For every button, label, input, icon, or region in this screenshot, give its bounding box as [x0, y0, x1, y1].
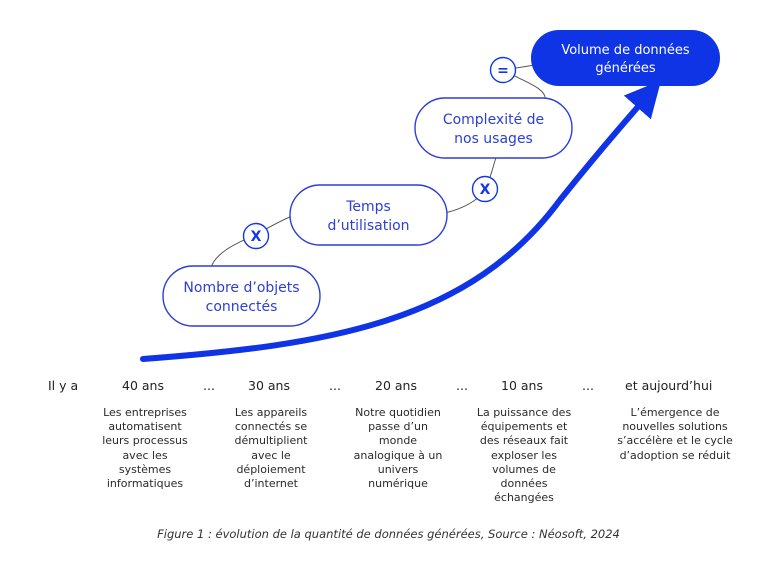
pill-volume-line2: générées [595, 61, 656, 76]
pill-nombre-objets-line1: Nombre d’objets [183, 280, 299, 296]
desc-line: volumes de [492, 462, 556, 476]
desc-line: d’adoption se réduit [619, 448, 731, 462]
desc-line: démultiplient [234, 434, 308, 448]
timeline-ellipsis-4: ... [582, 378, 594, 393]
desc-line: données [500, 477, 548, 491]
pill-complexite-line1: Complexité de [443, 112, 544, 128]
timeline-period-20: 20 ans [375, 378, 417, 393]
desc-line: Notre quotidien [355, 406, 441, 419]
pill-volume-line1: Volume de données [561, 43, 690, 58]
timeline-ellipsis-1: ... [203, 378, 215, 393]
equals-operator-label: = [497, 63, 509, 79]
desc-40-ans: Les entreprises automatisent leurs proce… [90, 406, 200, 491]
pill-complexite-usages: Complexité de nos usages [414, 97, 573, 159]
multiply-operator-2: X [471, 175, 499, 203]
desc-line: L’émergence de [630, 406, 720, 419]
desc-line: analogique à un [353, 448, 443, 462]
desc-line: échangées [494, 491, 554, 505]
growth-arrow [140, 80, 662, 362]
desc-aujourdhui: L’émergence de nouvelles solutions s’acc… [603, 406, 747, 463]
pill-volume-donnees: Volume de données générées [531, 30, 720, 86]
desc-line: d’internet [244, 477, 298, 491]
multiply-operator-1: X [242, 222, 270, 250]
desc-line: automatisent [108, 420, 182, 434]
desc-line: connectés se [234, 420, 308, 434]
desc-line: leurs processus [102, 434, 188, 448]
desc-line: univers [377, 462, 419, 476]
desc-line: numérique [368, 477, 428, 491]
desc-line: équipements et [480, 420, 568, 434]
desc-30-ans: Les appareils connectés se démultiplient… [216, 406, 326, 491]
desc-line: nouvelles solutions [622, 420, 728, 434]
timeline-period-30: 30 ans [248, 378, 290, 393]
desc-line: des réseaux fait [479, 434, 569, 448]
timeline-start: Il y a [48, 378, 79, 393]
pill-complexite-line2: nos usages [454, 131, 533, 147]
desc-line: Les appareils [234, 406, 308, 419]
timeline-ellipsis-2: ... [329, 378, 341, 393]
desc-line: s’accélère et le cycle [617, 434, 733, 448]
figure-caption: Figure 1 : évolution de la quantité de d… [157, 527, 620, 541]
timeline-period-40: 40 ans [122, 378, 164, 393]
desc-line: passe d’un [368, 420, 428, 434]
desc-line: déploiement [236, 462, 306, 476]
pill-temps-line1: Temps [345, 199, 391, 215]
desc-line: La puissance des [476, 406, 572, 419]
desc-10-ans: La puissance des équipements et des rése… [466, 406, 582, 505]
desc-line: monde [378, 434, 418, 448]
desc-line: Les entreprises [103, 406, 187, 419]
desc-line: exploser les [491, 448, 557, 462]
desc-line: systèmes [118, 462, 172, 476]
desc-20-ans: Notre quotidien passe d’un monde analogi… [343, 406, 453, 491]
timeline-ellipsis-3: ... [456, 378, 468, 393]
equals-operator: = [489, 56, 517, 84]
multiply-operator-2-label: X [480, 182, 491, 198]
desc-line: avec les [122, 448, 168, 462]
multiply-operator-1-label: X [251, 229, 262, 245]
desc-line: informatiques [106, 477, 184, 491]
timeline-period-today: et aujourd’hui [625, 378, 713, 393]
pill-nombre-objets-line2: connectés [206, 299, 278, 315]
pill-temps-utilisation: Temps d’utilisation [289, 184, 448, 246]
desc-line: avec le [251, 448, 291, 462]
pill-temps-line2: d’utilisation [327, 218, 409, 234]
pill-nombre-objets: Nombre d’objets connectés [162, 265, 321, 327]
timeline-period-10: 10 ans [501, 378, 543, 393]
